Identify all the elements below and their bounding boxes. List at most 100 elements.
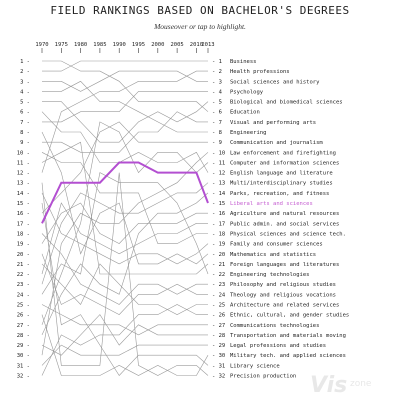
series-line[interactable] (42, 91, 208, 123)
field-label[interactable]: Physical sciences and science tech. (230, 231, 346, 237)
field-label[interactable]: Philosophy and religious studies (230, 282, 336, 288)
series-line[interactable] (41, 192, 209, 336)
series-line[interactable] (41, 111, 209, 173)
rank-label-right: - 30 (212, 353, 225, 359)
field-label[interactable]: Liberal arts and sciences (230, 201, 313, 207)
rank-label-right: - 23 (212, 282, 225, 288)
field-label[interactable]: Education (230, 110, 260, 116)
rank-label-left: 2 - (20, 69, 30, 75)
series-line[interactable] (41, 131, 209, 265)
field-label[interactable]: Communication and journalism (230, 140, 323, 146)
rank-label-left: 16 - (17, 211, 30, 217)
rank-label-left: 3 - (20, 79, 30, 85)
series-line[interactable] (41, 202, 209, 376)
x-tick-label: 1980 (74, 42, 87, 48)
field-label[interactable]: Computer and information sciences (230, 160, 339, 166)
field-label[interactable]: Law enforcement and firefighting (230, 150, 336, 156)
field-label[interactable]: Multi/interdisciplinary studies (230, 181, 333, 187)
series-line[interactable] (42, 60, 208, 72)
series-line[interactable] (41, 253, 208, 315)
rank-label-left: 21 - (17, 262, 30, 268)
field-label[interactable]: Mathematics and statistics (230, 252, 316, 258)
x-tick-label: 1975 (55, 42, 68, 48)
rank-label-left: 32 - (17, 374, 30, 380)
series-line[interactable] (41, 202, 208, 275)
series-line[interactable] (42, 101, 209, 143)
rank-label-left: 11 - (17, 160, 30, 166)
field-label[interactable]: Precision production (230, 374, 296, 380)
series-line[interactable] (42, 80, 208, 133)
field-label[interactable]: Psychology (230, 89, 264, 95)
rank-label-right: - 22 (212, 272, 225, 278)
rank-label-right: - 12 (212, 171, 225, 177)
x-tick-label: 1995 (132, 42, 145, 48)
series-line[interactable] (41, 314, 208, 356)
series-line[interactable] (41, 263, 208, 315)
series-line[interactable] (41, 141, 209, 275)
field-label[interactable]: Communications technologies (230, 323, 319, 329)
field-label[interactable]: Theology and religious vocations (230, 292, 336, 298)
rank-label-left: 25 - (17, 302, 30, 308)
rank-label-right: - 7 (212, 120, 222, 126)
series-line[interactable] (41, 304, 208, 376)
rank-label-right: - 11 (212, 160, 225, 166)
series-line[interactable] (41, 314, 209, 376)
x-tick-label: 2010 (190, 42, 203, 48)
rank-label-right: - 31 (212, 363, 225, 369)
rank-label-left: 28 - (17, 333, 30, 339)
rank-label-left: 12 - (17, 171, 30, 177)
field-label[interactable]: Parks, recreation, and fitness (230, 191, 329, 197)
series-line[interactable] (41, 121, 208, 214)
rank-label-left: 22 - (17, 272, 30, 278)
field-label[interactable]: Biological and biomedical sciences (230, 100, 343, 106)
field-label[interactable]: Engineering (230, 130, 266, 136)
field-label[interactable]: Business (230, 59, 257, 65)
series-line[interactable] (41, 172, 209, 376)
x-tick-label: 2013 (201, 42, 214, 48)
rank-label-left: 10 - (17, 150, 30, 156)
field-label[interactable]: English language and literature (230, 171, 333, 177)
series-line[interactable] (41, 344, 208, 366)
series-line[interactable] (41, 161, 209, 224)
series-line[interactable] (41, 202, 208, 244)
series-line[interactable] (41, 233, 208, 305)
field-label[interactable]: Family and consumer sciences (230, 242, 323, 248)
rank-label-left: 31 - (17, 363, 30, 369)
field-label[interactable]: Engineering technologies (230, 272, 309, 278)
rank-label-left: 20 - (17, 252, 30, 258)
rank-label-right: - 2 (212, 69, 222, 75)
field-labels: Business Health professions Social science… (230, 59, 349, 380)
field-label[interactable]: Military tech. and applied sciences (230, 353, 346, 359)
field-label[interactable]: Architecture and related services (230, 302, 339, 308)
series-line[interactable] (41, 152, 208, 244)
field-label[interactable]: Foreign languages and literatures (230, 262, 339, 268)
field-label[interactable]: Library science (230, 363, 280, 369)
rank-label-left: 19 - (17, 242, 30, 248)
rank-label-right: - 16 (212, 211, 225, 217)
series-line[interactable] (41, 121, 209, 325)
series-line[interactable] (42, 60, 209, 112)
field-label[interactable]: Visual and performing arts (230, 120, 316, 126)
watermark-zone: zone (350, 379, 372, 389)
rank-label-left: 18 - (17, 231, 30, 237)
field-label[interactable]: Transportation and materials moving (230, 333, 346, 339)
series-line[interactable] (41, 70, 208, 173)
rank-label-left: 1 - (20, 59, 30, 65)
field-label[interactable]: Agriculture and natural resources (230, 211, 339, 217)
rank-label-right: - 25 (212, 302, 225, 308)
watermark: Vis zone (310, 373, 372, 398)
field-label[interactable]: Social sciences and history (230, 79, 320, 85)
x-tick-label: 2000 (151, 42, 164, 48)
field-label[interactable]: Public admin. and social services (230, 221, 339, 227)
rank-label-left: 24 - (17, 292, 30, 298)
field-label[interactable]: Ethnic, cultural, and gender studies (230, 313, 349, 319)
series-line[interactable] (41, 304, 208, 336)
rank-labels-right: - 1 - 2 - 3 - 4 - 5 - 6 - 7 - 8 - 9 - 10 - 11 - 12 -… (212, 59, 226, 380)
field-label[interactable]: Health professions (230, 69, 290, 75)
field-label[interactable]: Legal professions and studies (230, 343, 326, 349)
rank-label-right: - 9 (212, 140, 222, 146)
x-tick-label: 2005 (170, 42, 183, 48)
rank-label-right: - 5 (212, 100, 222, 106)
